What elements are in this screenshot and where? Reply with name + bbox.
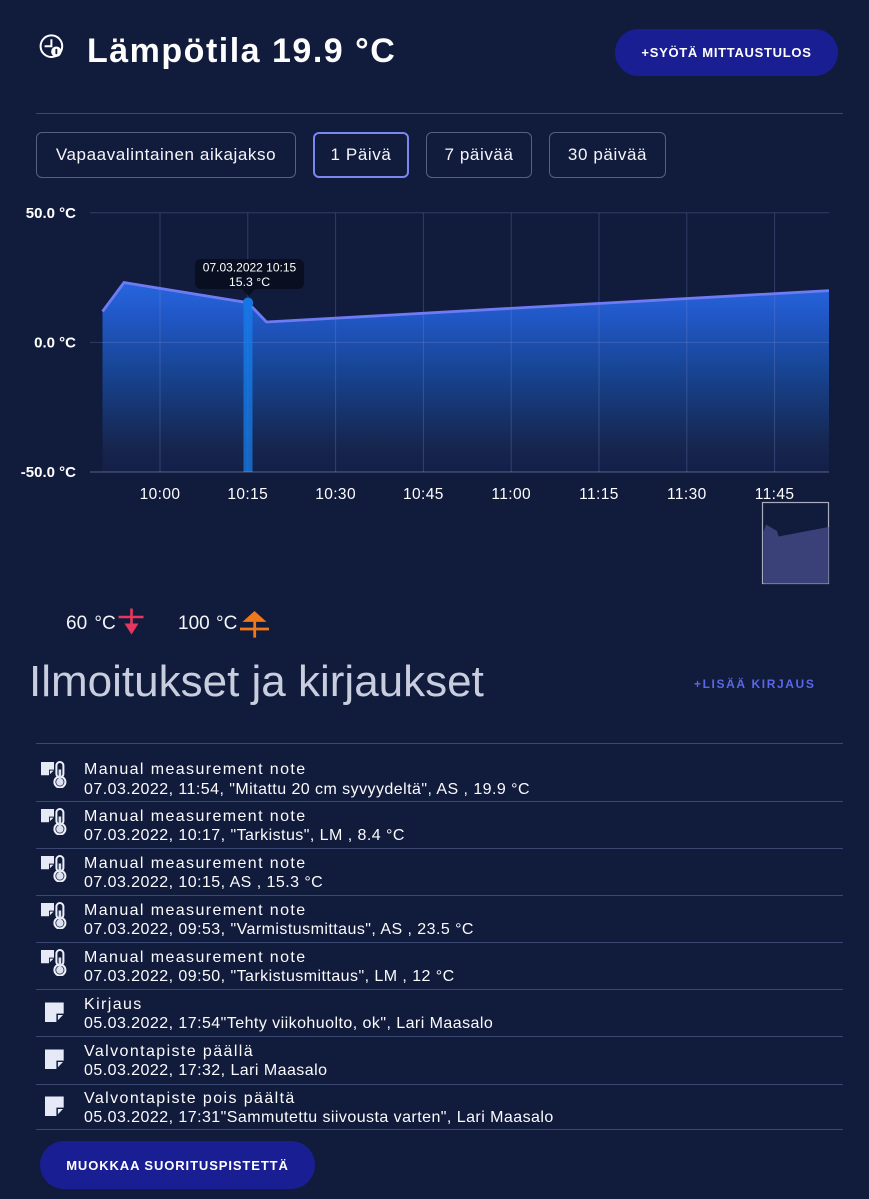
svg-text:11:15: 11:15 xyxy=(579,486,619,503)
svg-text:10:30: 10:30 xyxy=(315,486,356,503)
svg-text:11:45: 11:45 xyxy=(755,486,795,503)
svg-text:-50.0 °C: -50.0 °C xyxy=(21,464,76,481)
svg-text:15.3 °C: 15.3 °C xyxy=(229,275,270,289)
svg-text:10:15: 10:15 xyxy=(227,486,268,503)
svg-text:50.0 °C: 50.0 °C xyxy=(26,205,76,222)
svg-text:10:45: 10:45 xyxy=(403,486,444,503)
svg-text:07.03.2022 10:15: 07.03.2022 10:15 xyxy=(203,261,297,275)
svg-text:0.0 °C: 0.0 °C xyxy=(34,335,76,352)
svg-text:11:30: 11:30 xyxy=(667,486,707,503)
svg-text:11:00: 11:00 xyxy=(491,486,531,503)
svg-text:10:00: 10:00 xyxy=(140,486,181,503)
